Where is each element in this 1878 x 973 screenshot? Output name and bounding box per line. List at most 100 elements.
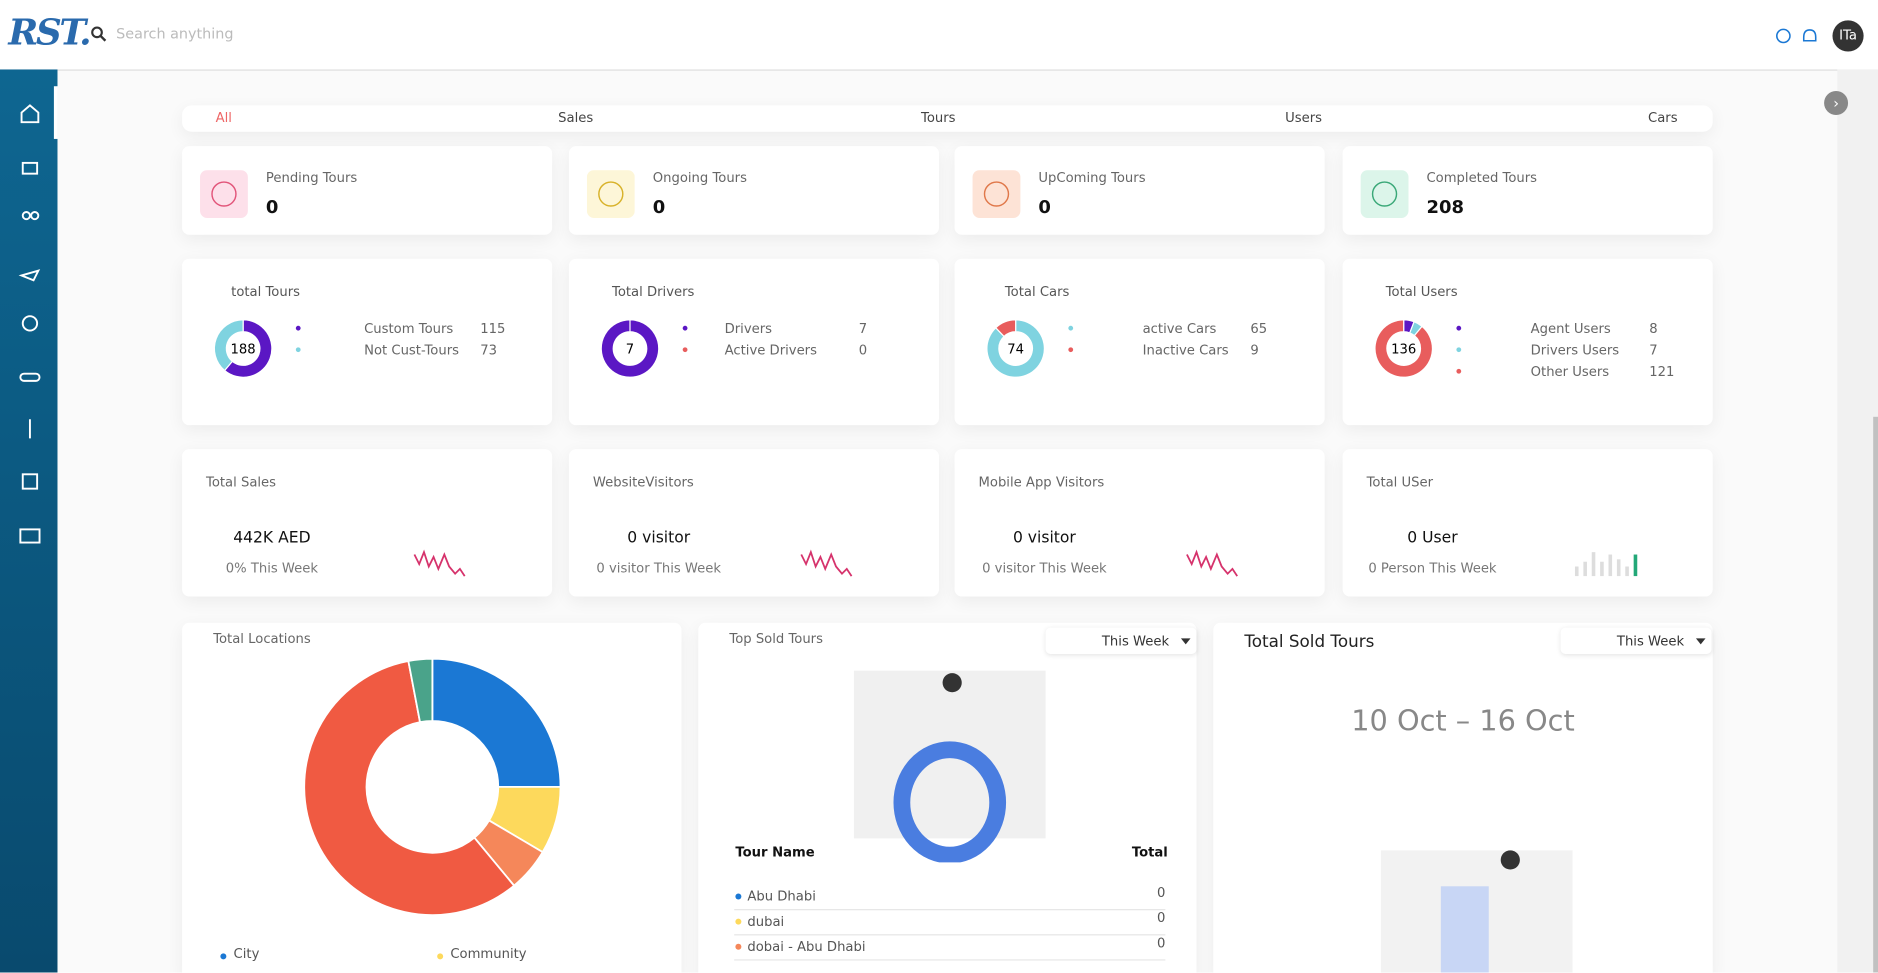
legend-dot	[1068, 325, 1074, 331]
tour-name: dubai	[747, 913, 785, 930]
stat-value: 0 User	[1407, 529, 1458, 548]
donut-total: 188	[231, 342, 256, 357]
collapse-button[interactable]: ›	[1824, 91, 1849, 115]
legend-value: 0	[858, 342, 868, 359]
tab-bar: All Sales Tours Users Cars	[182, 105, 1713, 132]
legend-dot	[682, 347, 688, 353]
filter-label[interactable]: This Week	[1616, 633, 1685, 650]
dropdown-caret	[1695, 638, 1706, 649]
legend-name: Not Cust-Tours	[364, 342, 459, 359]
stat-note: 0 visitor This Week	[596, 560, 722, 577]
tab[interactable]: Users	[1285, 110, 1323, 126]
illu-person	[942, 673, 962, 693]
status-card: Completed Tours 208	[1342, 146, 1713, 235]
legend-dot	[682, 325, 688, 331]
donut-hole	[613, 331, 647, 366]
legend-value: 65	[1250, 320, 1268, 337]
icon-bg	[200, 170, 248, 218]
row-divider	[734, 959, 1166, 961]
sparkline	[1186, 549, 1238, 577]
summary-card: Total Drivers 7 Drivers 7 Active Drivers 0	[568, 258, 939, 426]
mini-bar	[1625, 566, 1629, 577]
avatar[interactable]: ITa	[1832, 20, 1864, 52]
header-icons[interactable]	[1774, 25, 1846, 47]
illu-person	[1500, 850, 1520, 870]
row-divider	[734, 909, 1166, 911]
tour-total: 0	[1156, 935, 1166, 951]
mini-bar	[1608, 554, 1613, 577]
legend-value: 7	[1649, 342, 1658, 359]
legend-dot	[295, 325, 301, 331]
sparkline-path	[1186, 549, 1238, 577]
legend-value: 115	[480, 320, 506, 337]
legend-name: Inactive Cars	[1142, 342, 1229, 359]
row-dot	[735, 893, 742, 900]
legend-dot	[220, 953, 227, 960]
total-sold-card: Total Sold Tours This Week 10 Oct – 16 Oct	[1213, 622, 1713, 973]
stat-card: Mobile App Visitors 0 visitor 0 visitor Th…	[954, 449, 1325, 597]
mini-bar	[1591, 552, 1596, 577]
search-icon	[91, 26, 107, 42]
mini-bar	[1574, 566, 1579, 577]
scroll-thumb[interactable]	[1873, 416, 1878, 973]
icon-glyph	[211, 181, 237, 207]
legend-value: 121	[1649, 364, 1675, 380]
tour-name: dobai - Abu Dhabi	[747, 938, 866, 955]
stat-card: Total USer 0 User 0 Person This Week	[1342, 449, 1713, 597]
sparkline-path	[800, 549, 853, 577]
donut-segment	[407, 657, 434, 724]
status-value: 0	[652, 196, 666, 218]
status-value: 0	[1038, 196, 1051, 218]
summary-title: total Tours	[231, 283, 300, 300]
filter-label[interactable]: This Week	[1101, 633, 1170, 650]
stat-value: 0 visitor	[1012, 529, 1076, 548]
status-label: Ongoing Tours	[652, 170, 747, 186]
illustration	[853, 670, 1046, 863]
stat-title: Total USer	[1366, 474, 1434, 490]
mini-bar	[1600, 561, 1604, 577]
status-card: Pending Tours 0	[182, 146, 553, 235]
illu-box	[1440, 886, 1489, 973]
stat-note: 0 visitor This Week	[982, 560, 1107, 577]
search-input[interactable]: Search anything	[116, 25, 234, 42]
tour-total: 0	[1156, 910, 1166, 926]
logo[interactable]: RST.	[8, 11, 91, 54]
stat-note: 0 Person This Week	[1368, 560, 1497, 577]
scrollbar[interactable]	[1837, 69, 1878, 973]
locations-title: Total Locations	[213, 631, 311, 647]
tab[interactable]: All	[215, 110, 232, 126]
tab[interactable]: Tours	[921, 110, 956, 126]
status-icon	[586, 170, 635, 218]
donut-total: 74	[1007, 342, 1024, 357]
legend-value: 8	[1649, 320, 1658, 337]
date-range: 10 Oct – 16 Oct	[1351, 704, 1575, 738]
legend-dot	[295, 347, 301, 353]
tab[interactable]: Sales	[558, 110, 594, 126]
status-icon	[1360, 170, 1409, 218]
legend-name: Active Drivers	[724, 342, 817, 359]
filter-dropdown[interactable]: This Week	[1045, 627, 1197, 654]
row-dot	[735, 918, 742, 925]
tab[interactable]: Cars	[1648, 110, 1678, 126]
tour-name: Abu Dhabi	[747, 888, 816, 905]
illustration	[1380, 850, 1573, 973]
stat-card: WebsiteVisitors 0 visitor 0 visitor This W…	[568, 449, 939, 597]
icon-glyph	[598, 181, 624, 207]
icon-bg	[972, 170, 1021, 218]
top-sold-card: Top Sold Tours This Week Tour Name Total Abu…	[698, 622, 1197, 973]
active-indicator	[53, 86, 58, 139]
mini-bar	[1583, 561, 1587, 577]
illu-ring	[893, 741, 1007, 863]
stat-value: 0 visitor	[627, 529, 691, 548]
status-value: 208	[1426, 196, 1464, 218]
donut-hole	[226, 331, 260, 366]
tour-total: 0	[1156, 885, 1166, 901]
nav-icons[interactable]	[17, 101, 43, 544]
legend-name: City	[233, 946, 260, 962]
donut-hole	[998, 331, 1033, 366]
legend-value: 7	[858, 320, 868, 337]
filter-dropdown[interactable]: This Week	[1560, 627, 1712, 654]
summary-card: total Tours 188 Custom Tours 115 Not Cust-To…	[182, 258, 553, 426]
